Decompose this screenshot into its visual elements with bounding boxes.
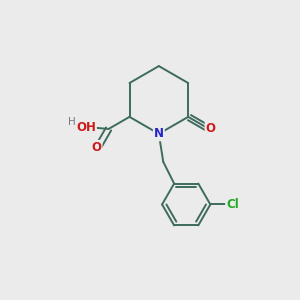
Text: N: N — [154, 127, 164, 140]
Text: OH: OH — [76, 121, 96, 134]
Text: O: O — [206, 122, 215, 135]
Text: H: H — [68, 117, 76, 127]
Text: Cl: Cl — [226, 198, 239, 211]
Text: O: O — [92, 141, 101, 154]
